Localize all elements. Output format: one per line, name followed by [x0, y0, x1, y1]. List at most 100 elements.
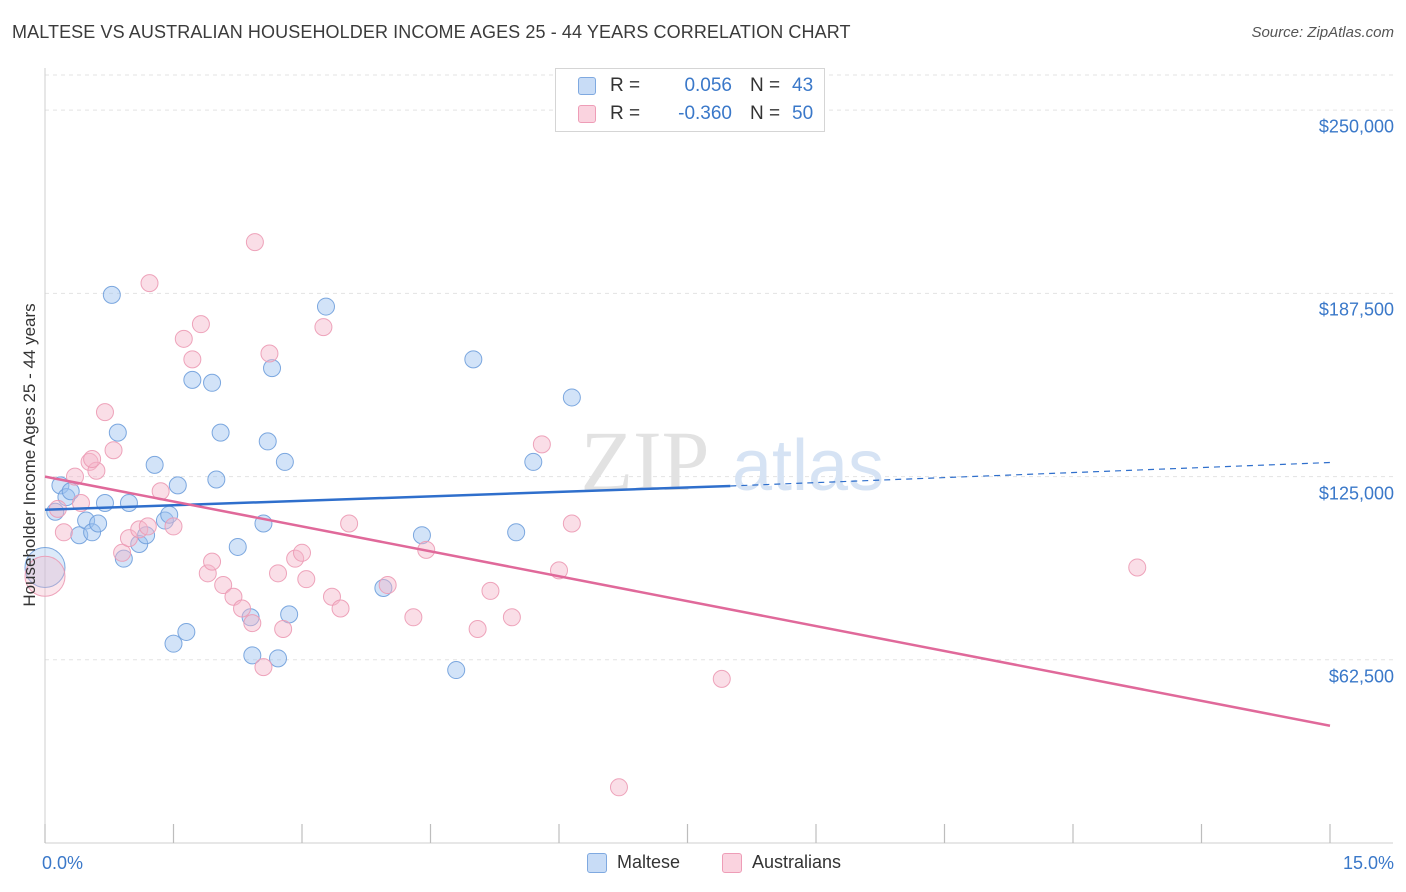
australians-point [140, 274, 159, 293]
australians-point [203, 552, 222, 571]
australians-point [314, 318, 333, 337]
maltese-point [203, 373, 222, 392]
maltese-point [562, 388, 581, 407]
x-tick-label-min: 0.0% [42, 853, 84, 873]
australians-point [198, 564, 217, 583]
australians-point [609, 778, 628, 797]
australians-point [562, 514, 581, 533]
australians-point [468, 620, 487, 639]
australians-point [245, 233, 264, 252]
maltese-point [207, 470, 226, 489]
australians-point [532, 435, 551, 454]
australians-point [502, 608, 521, 627]
maltese-point [164, 634, 183, 653]
bottom-legend-label-australians: Australians [752, 852, 842, 872]
chart-title: MALTESE VS AUSTRALIAN HOUSEHOLDER INCOME… [12, 22, 851, 42]
maltese-trend-extension [730, 461, 1331, 487]
australians-point [481, 581, 500, 600]
maltese-point [275, 452, 294, 471]
maltese-point [269, 649, 288, 668]
australians-point [233, 599, 252, 618]
legend-row-maltese: R = 0.056 N = 43 [578, 75, 813, 97]
australians-point [378, 576, 397, 595]
australians-point [95, 403, 114, 422]
maltese-point [102, 285, 121, 304]
bottom-legend-label-maltese: Maltese [617, 852, 681, 872]
data-points [24, 233, 1147, 797]
maltese-point [258, 432, 277, 451]
australians-point [113, 543, 132, 562]
y-tick-label: $62,500 [1328, 666, 1394, 687]
legend-r-value: -0.360 [678, 103, 732, 124]
y-tick-label: $125,000 [1318, 483, 1394, 504]
maltese-point [524, 452, 543, 471]
bottom-legend-swatch-maltese [587, 852, 607, 873]
australians-trend-line [44, 475, 1331, 727]
legend-n-value: 50 [792, 103, 814, 124]
maltese-trend-line [44, 484, 731, 511]
y-axis-label: Householder Income Ages 25 - 44 years [20, 303, 39, 607]
maltese-point [464, 350, 483, 369]
maltese-point [108, 423, 127, 442]
watermark-zip: ZIP [581, 413, 710, 509]
australians-point [340, 514, 359, 533]
trend-lines [44, 461, 1331, 727]
maltese-point [211, 423, 230, 442]
australians-point [274, 620, 293, 639]
maltese-point [145, 455, 164, 474]
maltese-point [77, 511, 96, 530]
maltese-point [46, 502, 65, 521]
bottom-legend-australians: Australians [722, 852, 841, 873]
australians-point [1128, 558, 1147, 577]
legend-n-label: N = [750, 103, 781, 124]
maltese-point [168, 476, 187, 495]
australians-point [104, 441, 123, 460]
australians-point [260, 344, 279, 363]
australians-point [174, 329, 193, 348]
axes [44, 68, 1393, 844]
australians-point [24, 555, 66, 597]
maltese-point [316, 297, 335, 316]
maltese-point [447, 661, 466, 680]
australians-point [138, 517, 157, 536]
australians-point [164, 517, 183, 536]
australians-point [297, 570, 316, 589]
australians-point [254, 658, 273, 677]
correlation-legend: R = 0.056 N = 43 R = -0.360 N = 50 [555, 68, 825, 132]
legend-r-value: 0.056 [684, 75, 732, 96]
australians-point [243, 614, 262, 633]
australians-point [293, 543, 311, 562]
watermark-atlas: atlas [732, 426, 884, 506]
maltese-point [507, 523, 526, 542]
maltese-point [119, 493, 138, 512]
australians-point [83, 450, 102, 468]
maltese-point [183, 370, 202, 389]
maltese-point [263, 359, 282, 378]
legend-row-australians: R = -0.360 N = 50 [578, 103, 813, 125]
bottom-legend-swatch-australians [722, 852, 742, 873]
australians-point [87, 461, 106, 480]
maltese-point [177, 622, 196, 641]
legend-r-label: R = [610, 103, 641, 124]
maltese-point [228, 537, 247, 556]
maltese-point [89, 514, 108, 533]
australians-point [269, 564, 288, 583]
maltese-point [412, 526, 431, 545]
australians-point [404, 608, 423, 627]
y-tick-label: $187,500 [1318, 299, 1394, 320]
australians-point [712, 669, 731, 688]
x-tick-label-max: 15.0% [1342, 853, 1394, 873]
chart-source: Source: ZipAtlas.com [1251, 24, 1394, 41]
australians-point [331, 599, 350, 618]
grid-lines [45, 74, 1393, 661]
australians-point [54, 523, 73, 542]
legend-swatch-maltese [578, 77, 596, 95]
australians-point [214, 576, 233, 595]
maltese-point [83, 523, 102, 542]
australians-point [191, 315, 210, 334]
australians-point [286, 549, 305, 568]
legend-swatch-australians [578, 105, 596, 123]
legend-r-label: R = [610, 75, 641, 96]
australians-point [183, 350, 202, 369]
